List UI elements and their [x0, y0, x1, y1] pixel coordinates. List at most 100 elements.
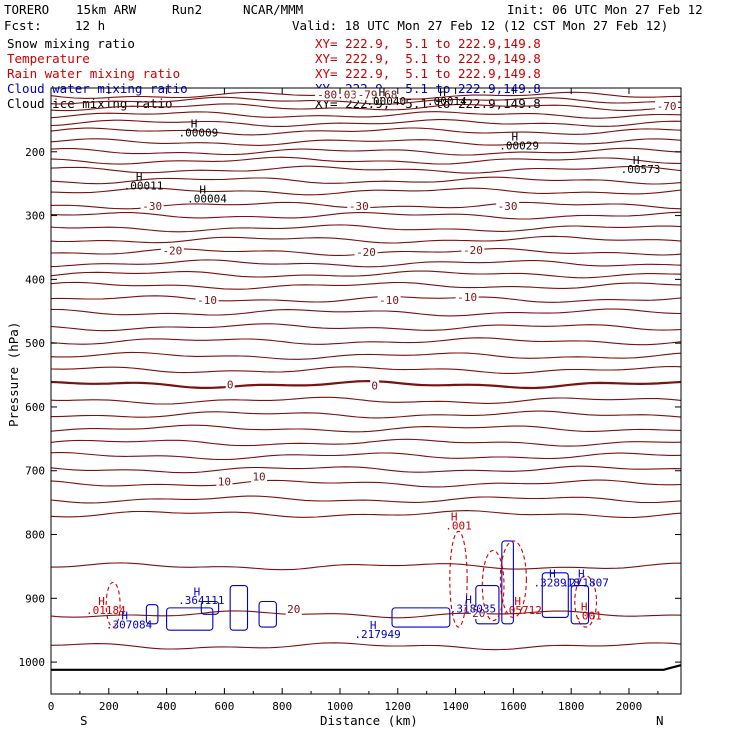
- temperature-label: -10: [379, 294, 399, 307]
- cloud-water-max-h-mark: H: [465, 594, 472, 607]
- isotherm-line: [50, 365, 682, 374]
- snow-ice-max: .00004: [187, 192, 227, 205]
- cloud-water-max-h-mark: H: [194, 585, 201, 598]
- isotherm-line: [50, 495, 682, 504]
- snow-ice-max-h-mark: H: [439, 86, 446, 99]
- temperature-label: 0: [371, 379, 378, 392]
- rain-max-h-mark: H: [451, 511, 458, 524]
- label-bg: [225, 378, 235, 391]
- cloud-water-max: .364111: [178, 594, 224, 607]
- temperature-label: -10: [457, 291, 477, 304]
- rain-contour: [481, 549, 505, 622]
- cloud-water-contour: [258, 600, 277, 628]
- label-bg: [140, 200, 164, 213]
- y-tick-label: 500: [25, 337, 45, 350]
- temperature-label: -10: [197, 294, 217, 307]
- x-tick-label: 1800: [558, 700, 585, 713]
- x-tick-label: 1200: [385, 700, 412, 713]
- snow-ice-max: .00573: [621, 163, 661, 176]
- org-label: NCAR/MMM: [243, 2, 304, 17]
- cloud-water-contour: [501, 540, 514, 625]
- isotherm-line: [50, 438, 682, 447]
- y-tick-label: 900: [25, 592, 45, 605]
- isotherm-line: [50, 452, 682, 461]
- legend-snow-xy: XY= 222.9, 5.1 to 222.9,149.8: [315, 36, 541, 51]
- snow-ice-max: .00040: [366, 95, 406, 108]
- snow-ice-max-h-mark: H: [633, 154, 640, 167]
- isotherm-20: [50, 610, 682, 619]
- legend-temperature: Temperature: [7, 51, 90, 66]
- isotherm--10: [50, 295, 682, 303]
- temperature-label: -79.68: [358, 88, 398, 101]
- cloud-water-contour: [475, 585, 500, 625]
- isotherm-line: [50, 147, 682, 156]
- cloud-water-contour: [145, 604, 159, 625]
- rain-contour: [574, 575, 598, 628]
- legend-rain-xy: XY= 222.9, 5.1 to 222.9,149.8: [315, 66, 541, 81]
- rain-max-h-mark: H: [581, 601, 588, 614]
- legend-snow: Snow mixing ratio: [7, 36, 135, 51]
- temperature-label: -30: [349, 200, 369, 213]
- model-name: TORERO: [4, 2, 50, 17]
- temperature-label: 0: [227, 379, 234, 392]
- temperature-label: 20: [472, 607, 485, 620]
- isotherm-line: [51, 562, 681, 571]
- legend-rain: Rain water mixing ratio: [7, 66, 181, 81]
- isotherm-10: [50, 465, 682, 474]
- cloud-water-max-h-mark: H: [121, 610, 128, 623]
- cloud-water-max: .318035: [450, 603, 496, 616]
- x-tick-label: 1400: [442, 700, 469, 713]
- snow-ice-max-h-mark: H: [191, 118, 198, 131]
- rain-max: .05712: [502, 604, 542, 617]
- isotherm-line: [50, 281, 682, 290]
- x-tick-label: 600: [214, 700, 234, 713]
- isotherm-line: [50, 323, 682, 332]
- isotherm--50: [50, 138, 682, 146]
- temperature-label: -30: [142, 200, 162, 213]
- isotherm-line: [50, 479, 682, 488]
- cloud-water-max: .271807: [562, 576, 608, 589]
- cloud-water-max-h-mark: H: [370, 619, 377, 632]
- x-tick-label: 1000: [327, 700, 354, 713]
- y-tick-label: 1000: [19, 656, 46, 669]
- snow-ice-max: .00011: [124, 180, 164, 193]
- isotherm-line: [50, 127, 682, 136]
- label-bg: [285, 603, 302, 616]
- y-tick-label: 800: [25, 529, 45, 542]
- cloud-water-max-h-mark: H: [549, 567, 556, 580]
- label-bg: [315, 88, 360, 101]
- model-resolution: 15km ARW: [76, 2, 137, 17]
- label-bg: [370, 379, 380, 392]
- label-bg: [195, 293, 219, 306]
- y-tick-label: 300: [25, 210, 45, 223]
- rain-max: .01184: [86, 604, 126, 617]
- y-axis-title: Pressure (hPa): [6, 321, 21, 427]
- label-bg: [377, 293, 401, 306]
- label-bg: [355, 88, 400, 101]
- temperature-label: -80.03: [317, 88, 357, 101]
- label-bg: [455, 291, 479, 304]
- north-label: N: [656, 713, 664, 728]
- isotherm--70: [50, 103, 682, 112]
- cloud-water-contour: [200, 600, 220, 615]
- x-tick-label: 0: [48, 700, 55, 713]
- label-bg: [461, 244, 485, 257]
- isotherm-line: [50, 235, 682, 244]
- plot-frame: [50, 87, 682, 695]
- y-tick-label: 400: [25, 273, 45, 286]
- isotherm-line: [50, 424, 682, 433]
- fcst-value: 12 h: [75, 18, 106, 33]
- cloud-water-contour: [391, 607, 451, 628]
- rain-max-h-mark: H: [98, 595, 105, 608]
- x-axis-title: Distance (km): [320, 713, 418, 728]
- x-tick-label: 800: [272, 700, 292, 713]
- temperature-label: 10: [252, 470, 265, 483]
- isotherm-line: [50, 259, 682, 268]
- south-label: S: [80, 713, 88, 728]
- x-tick-label: 200: [99, 700, 119, 713]
- isotherm-line: [50, 111, 682, 119]
- isotherm-line: [51, 410, 682, 419]
- label-bg: [347, 200, 371, 213]
- fcst-label: Fcst:: [4, 18, 42, 33]
- run-label: Run2: [172, 2, 203, 17]
